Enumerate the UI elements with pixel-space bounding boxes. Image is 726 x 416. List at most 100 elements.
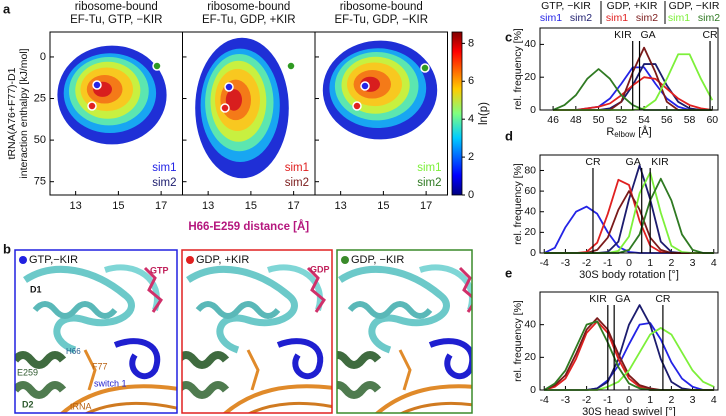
x-tick-label: 56 (661, 114, 673, 126)
y-axis-label: rel. frequency [%] (512, 163, 524, 245)
x-tick-label: -3 (561, 257, 570, 269)
x-tick-label: 13 (335, 200, 347, 212)
x-tick-label: 4 (711, 257, 717, 269)
panel-title: EF-Tu, GTP, −KIR (70, 14, 162, 26)
legend-entry: sim2 (417, 177, 441, 189)
series-line (543, 320, 714, 391)
x-tick-label: 50 (593, 114, 605, 126)
legend-entry: sim2 (636, 12, 658, 24)
reference-label: CR (702, 29, 718, 41)
x-tick-label: 2 (668, 394, 674, 406)
structure-label: F77 (92, 361, 108, 371)
panel-letter: d (505, 128, 513, 143)
x-tick-label: 13 (70, 200, 82, 212)
x-tick-label: 17 (155, 200, 167, 212)
legend-entry: sim1 (152, 162, 176, 174)
reference-label: GA (641, 29, 656, 41)
y-tick-label: 40 (524, 318, 536, 330)
y-tick-label: 20 (524, 71, 536, 83)
legend-entry: sim1 (606, 12, 628, 24)
x-tick-label: 4 (711, 394, 717, 406)
y-tick-label: 40 (524, 38, 536, 50)
image-frame (14, 249, 178, 414)
x-tick-label: -4 (540, 394, 549, 406)
colorbar-label: ln(p) (478, 102, 490, 125)
state-dot (186, 256, 194, 264)
series-line (544, 164, 714, 254)
y-tick-label: 20 (524, 226, 536, 238)
structure-label: tRNA (70, 401, 92, 411)
panel-title: ribosome-bound (207, 1, 290, 13)
x-tick-label: 58 (684, 114, 696, 126)
x-tick-label: 2 (668, 257, 674, 269)
x-tick-label: 0 (626, 394, 632, 406)
density-map (322, 40, 438, 140)
legend-entry: sim2 (285, 177, 309, 189)
colorbar-tick-label: 4 (468, 113, 474, 125)
legend-group: GTP, −KIR (541, 0, 591, 12)
x-axis-label-part: 30S body rotation [°] (579, 269, 679, 281)
panel-title: EF-Tu, GDP, −KIR (334, 14, 428, 26)
legend-group: GDP, +KIR (607, 0, 658, 12)
x-tick-label: 1 (647, 257, 653, 269)
x-tick-label: -2 (582, 394, 591, 406)
x-tick-label: 48 (570, 114, 582, 126)
panel-title: EF-Tu, GDP, +KIR (202, 14, 296, 26)
plot-frame (539, 291, 719, 391)
y-tick-label: 25 (34, 92, 46, 104)
panel-title: ribosome-bound (75, 1, 158, 13)
panel-letter: c (505, 29, 512, 44)
image-title: GDP, −KIR (351, 254, 404, 266)
x-axis-label: Relbow [Å] (606, 125, 651, 139)
x-tick-label: 13 (202, 200, 214, 212)
x-tick-label: 17 (420, 200, 432, 212)
x-axis-label-part: [Å] (635, 125, 652, 138)
series-line (544, 322, 714, 391)
legend-entry: sim1 (540, 12, 562, 24)
structure-label: E259 (17, 367, 38, 377)
x-axis-label-sub: elbow (614, 130, 635, 139)
state-dot (341, 256, 349, 264)
structure-image (178, 267, 348, 416)
series-line (543, 320, 714, 391)
colorbar-tick-label: 6 (468, 75, 474, 87)
reference-label: CR (585, 156, 601, 168)
legend-entry: sim2 (152, 177, 176, 189)
x-axis-label: 30S head swivel [°] (582, 406, 676, 416)
x-tick-label: 3 (690, 257, 696, 269)
colorbar-tick-label: 8 (468, 37, 474, 49)
plot-frame (539, 27, 719, 111)
x-axis-label-part: 30S head swivel [°] (582, 406, 676, 416)
reference-label: GA (615, 293, 630, 305)
panel-letter: b (3, 241, 11, 256)
x-tick-label: 1 (647, 394, 653, 406)
structure-label: D1 (30, 284, 42, 294)
structure-label: D2 (22, 399, 34, 409)
colorbar-tick-label: 0 (468, 189, 474, 201)
y-tick-label: 0 (530, 104, 536, 116)
x-tick-label: -1 (603, 257, 612, 269)
colorbar-tick-label: 2 (468, 151, 474, 163)
x-tick-label: 15 (112, 200, 124, 212)
legend-entry: sim1 (668, 12, 690, 24)
plot-frame (314, 31, 448, 196)
y-axis-label: tRNA(A76+F77)-D1 (6, 67, 18, 159)
reference-label: KIR (614, 29, 632, 41)
panel-letter: e (505, 265, 512, 280)
ligand-label: GDP (310, 264, 330, 274)
legend-entry: sim2 (698, 12, 720, 24)
x-tick-label: 17 (288, 200, 300, 212)
panel-title: ribosome-bound (340, 1, 423, 13)
y-tick-label: 50 (34, 134, 46, 146)
colorbar (451, 31, 463, 196)
y-tick-label: 40 (524, 206, 536, 218)
x-tick-label: 54 (638, 114, 650, 126)
state-dot (19, 256, 27, 264)
reference-label: KIR (589, 293, 607, 305)
y-axis-label: rel. frequency [%] (512, 28, 524, 110)
structure-label: H66 (66, 347, 81, 356)
x-tick-label: 52 (615, 114, 627, 126)
y-axis-label: rel. frequency [%] (512, 300, 524, 382)
series-line (543, 205, 714, 254)
